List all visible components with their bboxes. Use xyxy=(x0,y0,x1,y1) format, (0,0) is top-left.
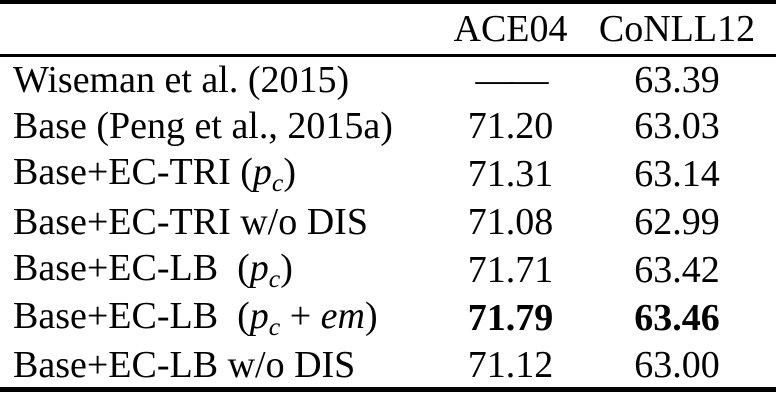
row-label: Wiseman et al. (2015) xyxy=(0,55,443,103)
table-body: Wiseman et al. (2015) —— 63.39 Base (Peng e… xyxy=(0,55,776,390)
ace04-value: 71.79 xyxy=(467,297,554,340)
label-math: c xyxy=(268,263,281,293)
table-row: Base+EC-LB (pc + em) 71.79 63.46 xyxy=(0,294,776,342)
conll12-value: 63.03 xyxy=(634,105,720,148)
conll12-value: 63.14 xyxy=(634,153,720,196)
label-text: Wiseman et al. (2015) xyxy=(13,58,350,101)
row-label: Base+EC-LB (pc) xyxy=(0,246,443,294)
label-text: ) xyxy=(364,294,378,337)
table-row: Base+EC-TRI (pc) 71.31 63.14 xyxy=(0,150,776,198)
row-label: Base (Peng et al., 2015a) xyxy=(0,103,443,151)
row-label: Base+EC-TRI (pc) xyxy=(0,150,443,198)
header-row: ACE04 CoNLL12 xyxy=(0,2,776,55)
table-row: Wiseman et al. (2015) —— 63.39 xyxy=(0,55,776,103)
label-text: Base+EC-TRI ( xyxy=(13,151,253,193)
row-label: Base+EC-LB (pc + em) xyxy=(0,294,443,342)
label-math: p xyxy=(249,294,269,337)
header-ace04: ACE04 xyxy=(453,7,568,50)
results-table: ACE04 CoNLL12 Wiseman et al. (2015) —— 63.… xyxy=(0,0,776,393)
table-row: Base (Peng et al., 2015a) 71.20 63.03 xyxy=(0,103,776,151)
table-row: Base+EC-LB (pc) 71.71 63.42 xyxy=(0,246,776,294)
label-math: c xyxy=(271,168,284,198)
label-math: c xyxy=(268,312,281,342)
label-text: ) xyxy=(283,151,296,193)
ace04-value: —— xyxy=(475,58,549,101)
ace04-value: 71.20 xyxy=(467,105,554,148)
conll12-value: 63.46 xyxy=(634,297,720,340)
label-text: Base+EC-LB ( xyxy=(13,294,250,337)
label-math: em xyxy=(320,294,365,337)
label-text: + xyxy=(280,294,321,337)
ace04-value: 71.12 xyxy=(467,343,554,386)
label-text: Base+EC-LB w/o DIS xyxy=(13,343,356,386)
table-row: Base+EC-TRI w/o DIS 71.08 62.99 xyxy=(0,198,776,246)
label-math: p xyxy=(249,246,269,289)
label-text: ) xyxy=(280,246,293,289)
row-label: Base+EC-LB w/o DIS xyxy=(0,342,443,390)
table-header: ACE04 CoNLL12 xyxy=(0,2,776,55)
ace04-value: 71.31 xyxy=(467,153,554,196)
conll12-value: 62.99 xyxy=(634,200,720,243)
header-empty-cell xyxy=(0,2,443,55)
ace04-value: 71.71 xyxy=(467,248,554,291)
conll12-value: 63.42 xyxy=(634,248,720,291)
label-math: p xyxy=(252,151,272,193)
header-conll12: CoNLL12 xyxy=(598,7,756,50)
label-text: Base+EC-TRI w/o DIS xyxy=(13,200,368,243)
row-label: Base+EC-TRI w/o DIS xyxy=(0,198,443,246)
label-text: Base (Peng et al., 2015a) xyxy=(13,105,393,148)
table-row: Base+EC-LB w/o DIS 71.12 63.00 xyxy=(0,342,776,390)
ace04-value: 71.08 xyxy=(467,200,554,243)
conll12-value: 63.39 xyxy=(634,58,720,101)
label-text: Base+EC-LB ( xyxy=(13,246,250,289)
conll12-value: 63.00 xyxy=(634,343,720,386)
